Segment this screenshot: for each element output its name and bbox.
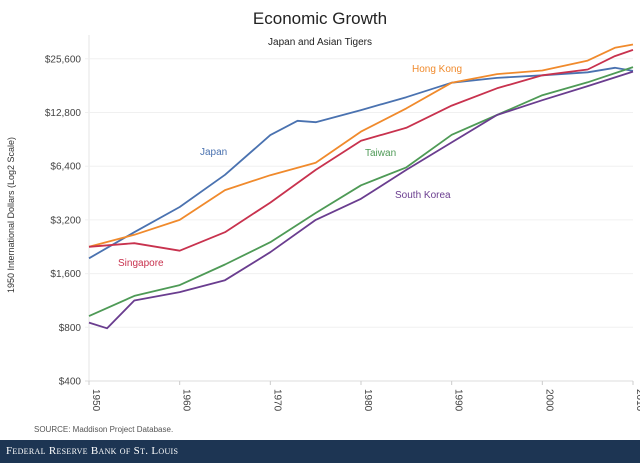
line-chart: Economic Growth Japan and Asian Tigers 1… [6, 9, 640, 412]
x-tick-label: 1970 [271, 389, 282, 412]
chart-title: Economic Growth [253, 9, 387, 28]
series-line-japan [88, 66, 634, 260]
x-tick-label: 1980 [362, 389, 373, 412]
x-tick-label: 2000 [543, 389, 554, 412]
series-line-hong-kong [88, 43, 634, 248]
y-axis-label: 1950 International Dollars (Log2 Scale) [6, 137, 16, 293]
footer-text: Federal Reserve Bank of St. Louis [6, 445, 179, 457]
source-note: SOURCE: Maddison Project Database. [34, 425, 174, 434]
chart-subtitle: Japan and Asian Tigers [268, 37, 372, 48]
footer-banner: Federal Reserve Bank of St. Louis [0, 440, 640, 463]
x-tick-label: 1990 [453, 389, 464, 412]
y-tick-label: $1,600 [50, 269, 81, 280]
x-tick-label: 2010 [634, 389, 640, 412]
y-tick-label: $3,200 [50, 215, 81, 226]
series-line-south-korea [88, 70, 634, 330]
series-line-singapore [88, 49, 634, 252]
y-tick-label: $25,600 [45, 54, 82, 65]
y-tick-label: $400 [59, 377, 82, 388]
series-line-taiwan [88, 66, 634, 317]
series-label-south-korea: South Korea [395, 190, 451, 201]
series-label-hong-kong: Hong Kong [412, 64, 462, 75]
series-label-taiwan: Taiwan [365, 148, 396, 159]
x-tick-label: 1960 [181, 389, 192, 412]
series-label-japan: Japan [200, 147, 227, 158]
y-tick-label: $6,400 [50, 162, 81, 173]
y-tick-label: $800 [59, 323, 82, 334]
series-label-singapore: Singapore [118, 258, 164, 269]
x-tick-label: 1950 [90, 389, 101, 412]
y-tick-label: $12,800 [45, 108, 82, 119]
